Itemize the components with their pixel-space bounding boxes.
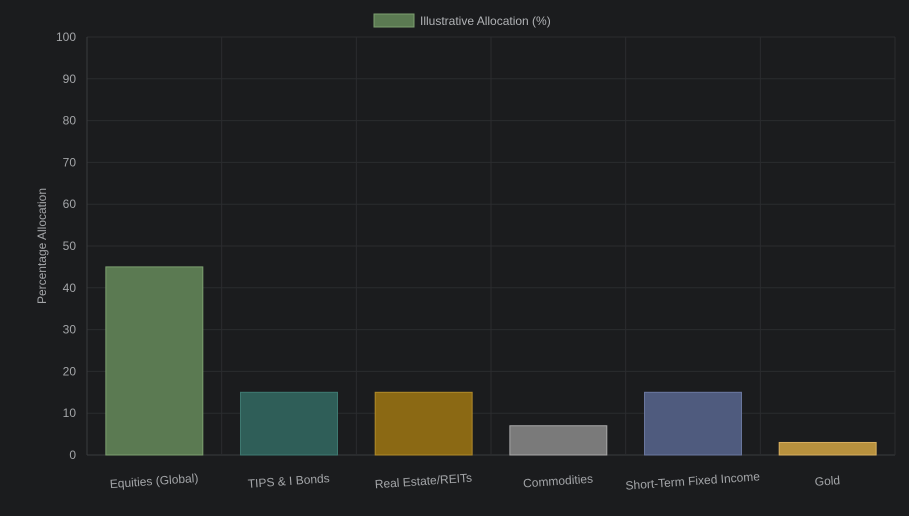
y-tick-label: 70 <box>63 155 77 169</box>
legend[interactable]: Illustrative Allocation (%) <box>373 13 551 28</box>
x-tick-label: TIPS & I Bonds <box>247 471 330 491</box>
grid <box>86 36 896 456</box>
x-tick-label: Real Estate/REITs <box>374 471 472 492</box>
x-tick-label: Commodities <box>523 472 594 491</box>
bar[interactable] <box>105 266 204 456</box>
bar[interactable] <box>374 391 473 456</box>
bar[interactable] <box>509 425 608 456</box>
y-tick-label: 0 <box>69 448 76 462</box>
y-tick-label: 10 <box>63 406 77 420</box>
bar[interactable] <box>778 441 877 456</box>
x-tick-label: Short-Term Fixed Income <box>625 469 761 492</box>
y-axis-ticks: 0 10 20 30 40 50 60 70 80 90 100 <box>56 30 76 462</box>
x-tick-label: Equities (Global) <box>109 471 198 491</box>
x-tick-label: Gold <box>814 473 840 489</box>
x-axis-ticks: Equities (Global) TIPS & I Bonds Real Esta… <box>109 469 840 492</box>
y-tick-label: 80 <box>63 114 77 128</box>
bars <box>105 266 877 456</box>
y-tick-label: 40 <box>63 281 77 295</box>
legend-swatch <box>373 13 415 28</box>
y-tick-label: 30 <box>63 323 77 337</box>
legend-label: Illustrative Allocation (%) <box>420 14 551 28</box>
y-axis-title: Percentage Allocation <box>35 188 49 304</box>
bar[interactable] <box>240 391 338 456</box>
y-tick-label: 90 <box>63 72 77 86</box>
y-tick-label: 50 <box>63 239 77 253</box>
y-tick-label: 60 <box>63 197 77 211</box>
y-tick-label: 100 <box>56 30 76 44</box>
y-tick-label: 20 <box>63 364 77 378</box>
bar[interactable] <box>644 391 742 456</box>
